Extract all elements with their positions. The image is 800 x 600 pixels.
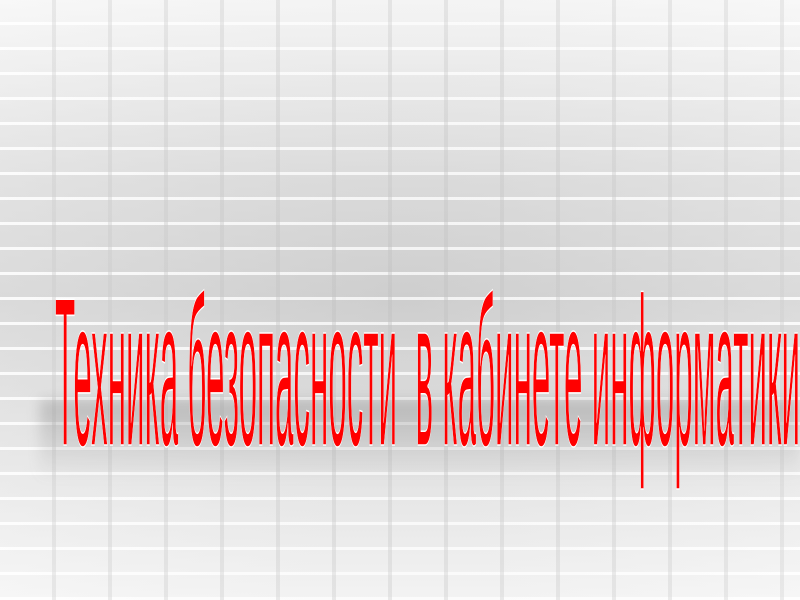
title-reflection-shadow bbox=[40, 400, 800, 480]
slide-title: Техника безопасности в кабинете информат… bbox=[55, 255, 800, 491]
